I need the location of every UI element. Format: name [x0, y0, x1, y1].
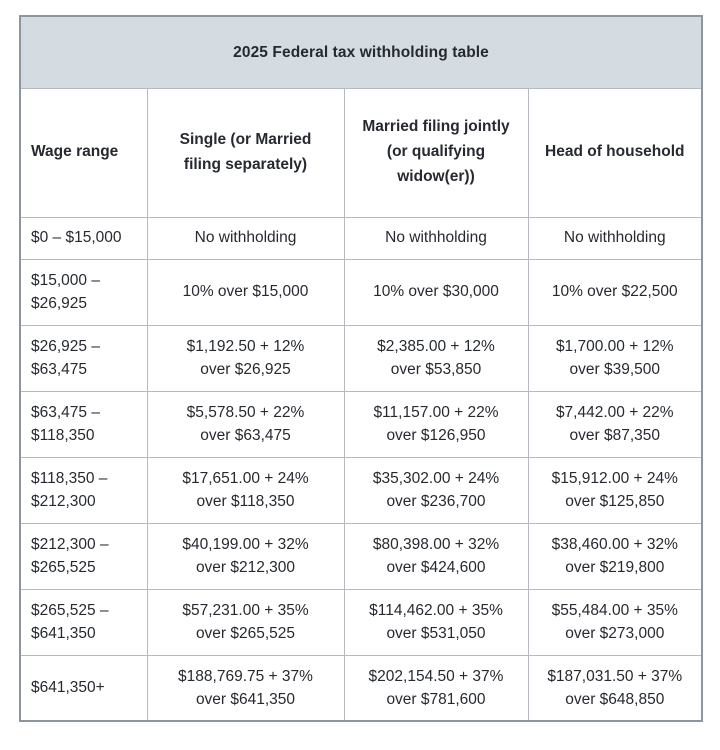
cell-married-jointly: $80,398.00 + 32% over $424,600 — [343, 522, 529, 590]
column-header-single: Single (or Married filing separately) — [146, 87, 345, 218]
cell-single: $40,199.00 + 32% over $212,300 — [146, 522, 345, 590]
tax-withholding-table: 2025 Federal tax withholding table Wage … — [19, 15, 704, 722]
cell-single: $1,192.50 + 12% over $26,925 — [146, 324, 345, 392]
table-row: $0 – $15,000 No withholding No withholdi… — [19, 216, 703, 260]
title-row: 2025 Federal tax withholding table — [19, 15, 703, 89]
cell-wage-range: $641,350+ — [19, 654, 148, 722]
cell-head-of-household: No withholding — [527, 216, 703, 260]
cell-married-jointly: $11,157.00 + 22% over $126,950 — [343, 390, 529, 458]
cell-single: No withholding — [146, 216, 345, 260]
cell-head-of-household: $15,912.00 + 24% over $125,850 — [527, 456, 703, 524]
table-row: $26,925 – $63,475 $1,192.50 + 12% over $… — [19, 324, 703, 392]
cell-wage-range: $26,925 – $63,475 — [19, 324, 148, 392]
cell-head-of-household: $7,442.00 + 22% over $87,350 — [527, 390, 703, 458]
cell-wage-range: $118,350 – $212,300 — [19, 456, 148, 524]
cell-married-jointly: $35,302.00 + 24% over $236,700 — [343, 456, 529, 524]
cell-wage-range: $265,525 – $641,350 — [19, 588, 148, 656]
cell-single: $5,578.50 + 22% over $63,475 — [146, 390, 345, 458]
cell-single: $57,231.00 + 35% over $265,525 — [146, 588, 345, 656]
cell-wage-range: $212,300 – $265,525 — [19, 522, 148, 590]
cell-single: $17,651.00 + 24% over $118,350 — [146, 456, 345, 524]
cell-married-jointly: $114,462.00 + 35% over $531,050 — [343, 588, 529, 656]
table-title: 2025 Federal tax withholding table — [19, 15, 703, 89]
column-header-head-of-household: Head of household — [527, 87, 703, 218]
cell-single: $188,769.75 + 37% over $641,350 — [146, 654, 345, 722]
cell-head-of-household: $1,700.00 + 12% over $39,500 — [527, 324, 703, 392]
cell-married-jointly: 10% over $30,000 — [343, 258, 529, 326]
column-header-wage-range: Wage range — [19, 87, 148, 218]
table-row: $15,000 – $26,925 10% over $15,000 10% o… — [19, 258, 703, 326]
cell-married-jointly: $202,154.50 + 37% over $781,600 — [343, 654, 529, 722]
cell-single: 10% over $15,000 — [146, 258, 345, 326]
cell-head-of-household: $187,031.50 + 37% over $648,850 — [527, 654, 703, 722]
table-row: $118,350 – $212,300 $17,651.00 + 24% ove… — [19, 456, 703, 524]
table-row: $265,525 – $641,350 $57,231.00 + 35% ove… — [19, 588, 703, 656]
header-row: Wage range Single (or Married filing sep… — [19, 87, 703, 218]
column-header-married-jointly: Married filing jointly (or qualifying wi… — [343, 87, 529, 218]
cell-head-of-household: $38,460.00 + 32% over $219,800 — [527, 522, 703, 590]
cell-head-of-household: 10% over $22,500 — [527, 258, 703, 326]
cell-wage-range: $15,000 – $26,925 — [19, 258, 148, 326]
cell-wage-range: $0 – $15,000 — [19, 216, 148, 260]
cell-married-jointly: No withholding — [343, 216, 529, 260]
table-row: $63,475 – $118,350 $5,578.50 + 22% over … — [19, 390, 703, 458]
cell-wage-range: $63,475 – $118,350 — [19, 390, 148, 458]
cell-married-jointly: $2,385.00 + 12% over $53,850 — [343, 324, 529, 392]
cell-head-of-household: $55,484.00 + 35% over $273,000 — [527, 588, 703, 656]
table-row: $641,350+ $188,769.75 + 37% over $641,35… — [19, 654, 703, 722]
table-row: $212,300 – $265,525 $40,199.00 + 32% ove… — [19, 522, 703, 590]
